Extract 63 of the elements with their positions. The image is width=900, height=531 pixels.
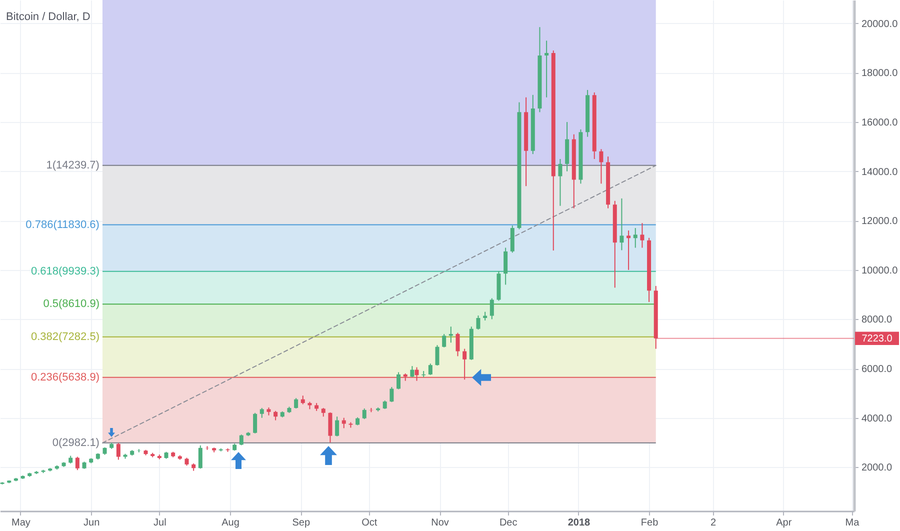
x-tick-label: Dec — [499, 518, 518, 528]
candlestick — [116, 442, 120, 460]
y-tick-label: 4000.0 — [862, 413, 893, 424]
candlestick — [414, 366, 419, 382]
candlestick — [75, 456, 80, 471]
ref-line-label: 0.618(9939.3) — [30, 265, 100, 278]
x-tick-label: Sep — [292, 518, 310, 528]
x-tick-label: Feb — [640, 518, 659, 528]
candlestick — [335, 416, 340, 437]
candlestick — [260, 407, 264, 418]
candlestick — [544, 40, 549, 98]
candlestick — [239, 434, 244, 446]
candlestick — [504, 247, 508, 286]
y-tick-label: 12000.0 — [862, 216, 898, 228]
ref-line-label: 0.5(8610.9) — [43, 298, 100, 310]
candlestick — [294, 398, 298, 409]
candlestick — [633, 228, 638, 248]
y-tick-label: 2000.0 — [862, 462, 893, 474]
x-tick-label: 2018 — [568, 518, 590, 528]
ref-line-label: 0.786(11830.6) — [26, 218, 100, 231]
candlestick — [626, 230, 631, 270]
x-tick-label: Apr — [776, 518, 792, 528]
candlestick — [390, 386, 394, 403]
candlestick — [428, 363, 432, 376]
candlestick — [462, 348, 467, 380]
x-tick-label: May — [12, 518, 30, 528]
x-tick-label: Oct — [362, 518, 378, 528]
x-tick-label: 2 — [710, 518, 717, 528]
text: Bitcoin / Dollar, D — [6, 11, 90, 23]
y-tick-label: 16000.0 — [862, 118, 898, 129]
ref-line-label: 0.382(7282.5) — [30, 330, 100, 343]
y-tick-label: 8000.0 — [862, 314, 893, 326]
candlestick — [620, 198, 624, 251]
y-tick-label: 14000.0 — [862, 166, 898, 178]
candlestick — [558, 158, 562, 206]
ref-line-label: 0.236(5638.9) — [30, 371, 100, 384]
y-tick-label: 18000.0 — [862, 68, 898, 80]
y-tick-label: 6000.0 — [862, 364, 893, 376]
candlestick — [510, 225, 514, 254]
candlestick — [410, 366, 414, 378]
ref-line-label: 1(14239.7) — [46, 159, 100, 172]
candlestick — [328, 412, 332, 443]
candlestick — [362, 408, 366, 420]
ref-line-label: 0(2982.1) — [52, 436, 100, 449]
ref-line-label: 7223.0 — [862, 333, 893, 344]
candlestick — [599, 148, 604, 184]
candlestick — [476, 315, 480, 330]
x-tick-label: Jun — [84, 518, 100, 528]
y-tick-label: 20000.0 — [862, 18, 898, 30]
candlestick — [274, 410, 278, 421]
candlestick — [442, 334, 446, 348]
candlestick — [198, 444, 202, 470]
x-tick-label: Nov — [431, 518, 449, 528]
x-tick-label: Jul — [154, 518, 166, 528]
x-tick-label: Aug — [222, 518, 240, 528]
candlestick — [396, 372, 401, 390]
candlestick — [435, 344, 440, 366]
x-tick-label: Ma — [845, 518, 860, 528]
candlestick — [253, 412, 258, 434]
y-tick-label: 10000.0 — [862, 265, 898, 276]
candlestick — [456, 332, 460, 357]
candlestick — [640, 222, 644, 248]
candlestick — [490, 298, 494, 320]
